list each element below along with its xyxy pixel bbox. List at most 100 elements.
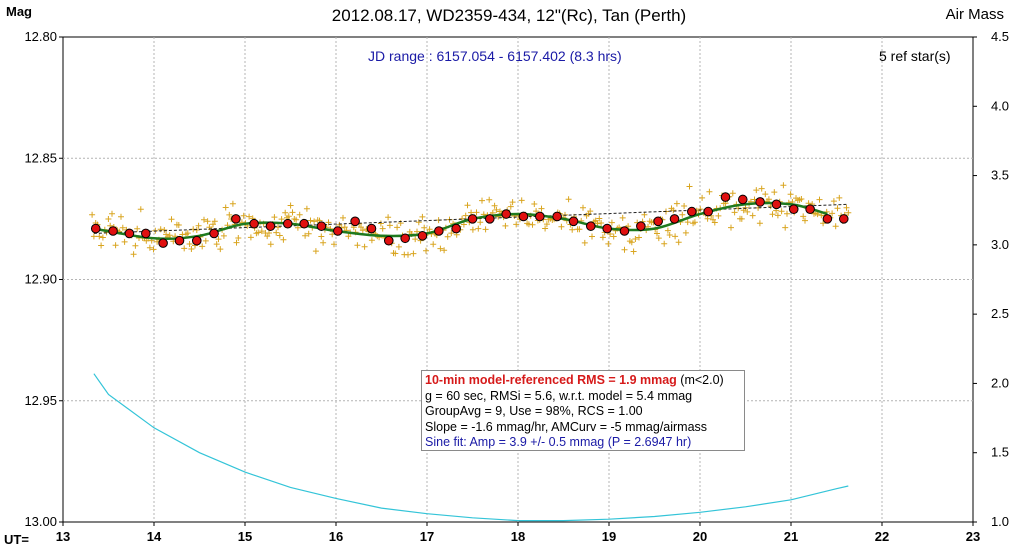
raw-point: [235, 235, 242, 241]
airmass-series: [93, 373, 849, 522]
raw-point: [771, 189, 778, 196]
raw-point: [289, 209, 296, 216]
raw-point: [673, 200, 680, 207]
raw-point: [608, 219, 615, 226]
raw-point: [358, 224, 364, 231]
y2-tick-label: 3.0: [991, 237, 1009, 252]
raw-point: [405, 251, 411, 258]
raw-point: [641, 211, 648, 218]
raw-point: [605, 240, 612, 247]
raw-point: [589, 233, 595, 240]
group-average-point: [552, 211, 562, 222]
raw-point: [715, 212, 722, 219]
group-average-point: [586, 221, 596, 231]
raw-point: [195, 222, 202, 229]
raw-point: [684, 219, 691, 226]
raw-point: [784, 210, 790, 217]
raw-point: [204, 218, 211, 225]
group-average-point: [703, 206, 713, 217]
rms-note: (m<2.0): [676, 373, 724, 387]
raw-point: [661, 240, 668, 247]
raw-point: [654, 230, 660, 237]
raw-point: [137, 206, 144, 213]
ref-stars-annotation: 5 ref star(s): [879, 48, 951, 64]
raw-point: [199, 243, 206, 250]
x-tick-label: 20: [693, 529, 707, 544]
raw-point: [569, 226, 576, 233]
y2-tick-label: 2.5: [991, 306, 1009, 321]
raw-point: [630, 248, 637, 255]
group-average-point: [484, 214, 495, 224]
raw-point: [800, 213, 807, 220]
sine-fit-line: Sine fit: Amp = 3.9 +/- 0.5 mmag (P = 2.…: [425, 435, 692, 449]
raw-point: [226, 211, 233, 218]
raw-point: [670, 207, 677, 214]
y2-tick-label: 3.5: [991, 168, 1009, 183]
y-axis-ticks: 12.80 12.85 12.90 12.95 13.00: [24, 29, 63, 529]
y2-axis-ticks: 1.0 1.5 2.0 2.5 3.0 3.5 4.0 4.5: [973, 29, 1009, 529]
raw-point: [507, 203, 514, 210]
raw-point: [655, 235, 662, 242]
group-average-point: [669, 214, 680, 224]
raw-point: [782, 224, 789, 231]
raw-point: [675, 239, 682, 246]
group-average-point: [788, 204, 799, 214]
raw-point: [845, 209, 852, 216]
y2-tick-label: 1.0: [991, 514, 1009, 529]
raw-point: [576, 226, 583, 233]
raw-point: [331, 241, 337, 248]
raw-point: [798, 196, 805, 202]
raw-point: [394, 224, 401, 231]
raw-point: [787, 191, 794, 198]
raw-point: [166, 232, 173, 239]
raw-point: [758, 185, 765, 192]
raw-point: [664, 227, 671, 234]
raw-point: [222, 204, 229, 211]
group-average-point: [158, 238, 168, 248]
raw-point: [728, 224, 734, 231]
raw-point: [543, 221, 550, 228]
raw-point: [753, 187, 760, 194]
raw-point: [834, 205, 841, 212]
raw-point: [444, 233, 451, 240]
y2-tick-label: 4.0: [991, 98, 1009, 113]
group-average-point: [366, 223, 377, 234]
group-average-point: [518, 211, 529, 222]
raw-point: [412, 236, 419, 243]
raw-point: [619, 214, 626, 221]
x-tick-label: 16: [329, 529, 343, 544]
raw-point: [580, 204, 586, 211]
raw-point: [184, 230, 191, 237]
raw-point: [341, 224, 348, 231]
group-average-point: [124, 228, 135, 239]
raw-point: [385, 214, 392, 221]
raw-point: [832, 223, 839, 230]
group-average-series: [90, 192, 849, 248]
raw-point: [132, 242, 139, 249]
group-average-point: [501, 209, 511, 219]
raw-point: [264, 233, 271, 240]
raw-point: [738, 215, 745, 222]
raw-point: [502, 222, 509, 229]
x-tick-label: 14: [147, 529, 162, 544]
raw-point: [98, 242, 105, 249]
raw-point: [368, 237, 375, 244]
raw-point: [377, 220, 384, 227]
raw-point: [538, 205, 545, 212]
raw-point: [672, 233, 679, 240]
group-average-point: [333, 226, 343, 236]
raw-point: [509, 199, 516, 206]
raw-point: [415, 219, 422, 226]
raw-point: [632, 236, 639, 242]
raw-point: [119, 224, 126, 231]
group-average-point: [771, 199, 782, 210]
raw-point: [247, 234, 254, 241]
raw-point: [596, 215, 603, 222]
raw-point: [762, 191, 769, 198]
group-average-point: [535, 211, 545, 222]
raw-point: [340, 214, 346, 221]
raw-point: [246, 213, 253, 220]
y-axis-label: Mag: [6, 4, 32, 19]
group-average-point: [720, 192, 731, 202]
raw-point: [441, 247, 448, 254]
